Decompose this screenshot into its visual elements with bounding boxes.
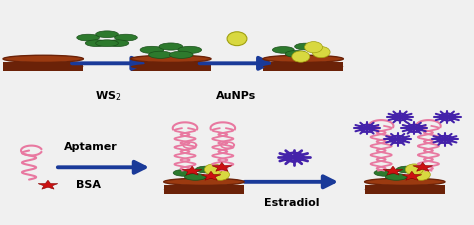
Polygon shape — [182, 166, 202, 175]
Polygon shape — [131, 62, 211, 71]
Ellipse shape — [178, 46, 201, 54]
Ellipse shape — [365, 186, 445, 193]
Polygon shape — [413, 162, 433, 171]
Ellipse shape — [263, 55, 343, 62]
Ellipse shape — [173, 169, 195, 176]
Ellipse shape — [106, 40, 129, 47]
Ellipse shape — [295, 43, 317, 50]
Ellipse shape — [115, 34, 137, 41]
Ellipse shape — [204, 164, 222, 175]
Ellipse shape — [169, 51, 193, 58]
Text: Estradiol: Estradiol — [264, 198, 319, 208]
Text: AuNPs: AuNPs — [216, 91, 256, 101]
Text: WS$_2$: WS$_2$ — [95, 89, 122, 103]
Ellipse shape — [164, 178, 244, 185]
Ellipse shape — [365, 178, 445, 185]
Ellipse shape — [412, 169, 430, 180]
Ellipse shape — [374, 169, 396, 176]
Ellipse shape — [285, 51, 307, 57]
Ellipse shape — [3, 63, 83, 70]
Polygon shape — [212, 162, 232, 171]
Ellipse shape — [195, 166, 217, 173]
Ellipse shape — [3, 55, 83, 62]
Ellipse shape — [96, 40, 118, 47]
Polygon shape — [402, 171, 422, 180]
Ellipse shape — [227, 32, 247, 46]
Polygon shape — [201, 171, 221, 180]
Ellipse shape — [85, 40, 108, 47]
Text: BSA: BSA — [76, 180, 100, 190]
Ellipse shape — [305, 42, 322, 53]
Ellipse shape — [131, 55, 211, 62]
Ellipse shape — [292, 51, 310, 62]
Ellipse shape — [273, 47, 294, 53]
Ellipse shape — [211, 169, 229, 180]
Ellipse shape — [405, 164, 423, 175]
Polygon shape — [38, 180, 58, 189]
Ellipse shape — [131, 63, 211, 70]
Ellipse shape — [385, 173, 407, 180]
Ellipse shape — [164, 186, 244, 193]
Ellipse shape — [77, 34, 100, 41]
Ellipse shape — [312, 47, 330, 58]
Polygon shape — [164, 185, 244, 194]
Polygon shape — [365, 185, 445, 194]
Ellipse shape — [263, 63, 343, 70]
Polygon shape — [263, 62, 343, 71]
Polygon shape — [3, 62, 83, 71]
Ellipse shape — [149, 51, 172, 58]
Text: Aptamer: Aptamer — [64, 142, 118, 152]
Ellipse shape — [159, 43, 182, 50]
Ellipse shape — [184, 173, 206, 180]
Ellipse shape — [96, 31, 118, 38]
Polygon shape — [383, 166, 403, 175]
Ellipse shape — [396, 166, 418, 173]
Ellipse shape — [140, 46, 164, 54]
